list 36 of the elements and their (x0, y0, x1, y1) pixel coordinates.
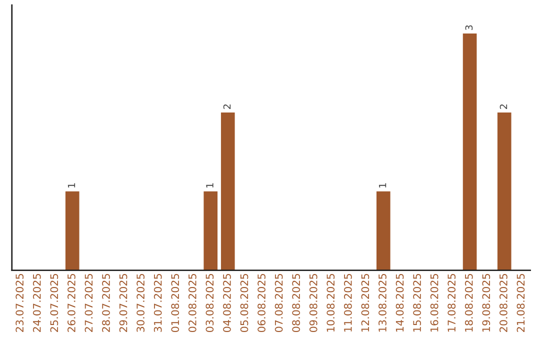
x-tick-label: 11.08.2025 (344, 274, 352, 332)
data-label: 2 (500, 104, 508, 109)
x-tick-label: 08.08.2025 (292, 274, 300, 332)
x-tick-label: 20.08.2025 (500, 274, 508, 332)
x-tick-label: 23.07.2025 (16, 274, 24, 332)
x-tick-label: 05.08.2025 (240, 274, 248, 332)
x-tick-label: 21.08.2025 (516, 274, 525, 332)
data-label: 3 (465, 25, 473, 30)
x-tick-label: 02.08.2025 (188, 274, 196, 332)
x-tick-label: 27.07.2025 (84, 274, 93, 332)
x-tick-label: 13.08.2025 (378, 274, 386, 332)
data-label: 1 (206, 183, 214, 188)
x-tick-label: 03.08.2025 (206, 274, 214, 332)
x-tick-label: 12.08.2025 (361, 274, 370, 332)
x-tick-label: 19.08.2025 (482, 274, 490, 332)
x-tick-label: 09.08.2025 (309, 274, 318, 332)
x-tick-label: 15.08.2025 (413, 274, 421, 332)
x-tick-label: 01.08.2025 (171, 274, 180, 332)
data-label: 2 (223, 104, 231, 109)
x-tick-label: 24.07.2025 (32, 274, 41, 332)
x-tick-label: 16.08.2025 (430, 274, 438, 332)
x-tick-label: 29.07.2025 (119, 274, 128, 332)
x-tick-label: 04.08.2025 (223, 274, 231, 332)
x-tick-label: 17.08.2025 (448, 274, 456, 332)
data-label: 1 (378, 183, 386, 188)
x-tick-label: 26.07.2025 (68, 274, 76, 332)
x-tick-label: 10.08.2025 (326, 274, 335, 332)
x-tick-label: 28.07.2025 (102, 274, 110, 332)
x-tick-label: 14.08.2025 (396, 274, 404, 332)
x-tick-label: 30.07.2025 (136, 274, 144, 332)
x-tick-label: 18.08.2025 (464, 274, 473, 332)
x-tick-label: 31.07.2025 (154, 274, 162, 332)
x-tick-label: 25.07.2025 (50, 274, 58, 332)
x-tick-label: 07.08.2025 (274, 274, 283, 332)
x-tick-label: 06.08.2025 (258, 274, 266, 332)
data-label: 1 (68, 183, 76, 188)
